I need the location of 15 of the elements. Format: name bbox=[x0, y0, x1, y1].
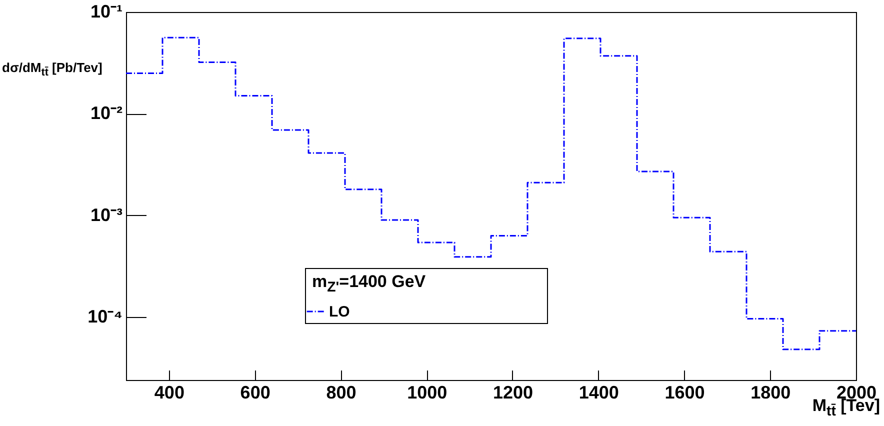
legend-label: LO bbox=[329, 304, 350, 320]
x-tick-label: 400 bbox=[154, 382, 184, 402]
x-tick-label: 1000 bbox=[407, 382, 448, 402]
y-tick-label: 10⁻³ bbox=[90, 204, 123, 225]
y-tick-label: 10⁻¹ bbox=[90, 2, 123, 22]
x-tick-label: 800 bbox=[326, 382, 356, 402]
x-tick-label: 600 bbox=[240, 382, 270, 402]
x-tick-label: 1200 bbox=[492, 382, 533, 402]
y-axis-title: dσ/dM$_{tt̄}$ [Pb/Tev] bbox=[2, 60, 104, 81]
y-tick-label: 10⁻² bbox=[90, 103, 123, 124]
legend-title: m$_{Z'}$=1400 GeV bbox=[312, 272, 426, 296]
x-tick-label: 1800 bbox=[750, 382, 791, 402]
x-tick-label: 1600 bbox=[664, 382, 705, 402]
x-tick-label: 1400 bbox=[578, 382, 619, 402]
y-tick-label: 10⁻⁴ bbox=[88, 306, 122, 326]
